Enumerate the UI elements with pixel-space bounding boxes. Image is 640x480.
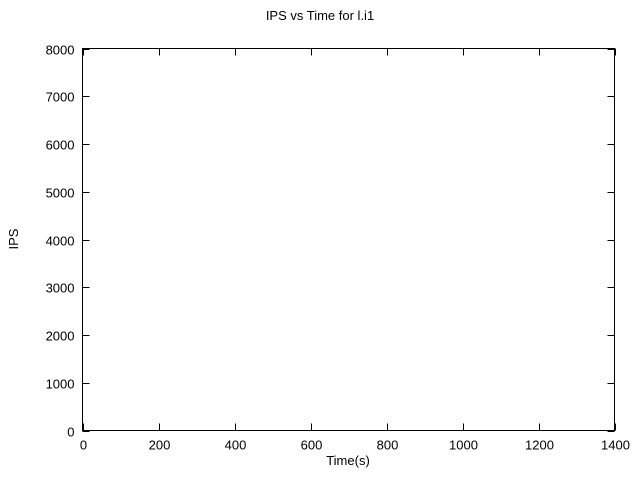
plot-frame (82, 48, 615, 431)
chart-title: IPS vs Time for l.i1 (265, 8, 375, 23)
y-tick-label: 4000 (46, 234, 75, 249)
x-axis-ticks: 0 200 400 600 800 1000 1200 1400 (80, 48, 630, 453)
x-tick-label: 0 (80, 438, 87, 453)
y-tick-label: 5000 (46, 186, 75, 201)
y-tick-label: 7000 (46, 90, 75, 105)
y-tick-label: 3000 (46, 281, 75, 296)
y-tick-label: 0 (67, 425, 74, 440)
y-tick-label: 2000 (46, 329, 75, 344)
x-tick-label: 1400 (601, 438, 630, 453)
y-axis-label: IPS (6, 228, 21, 249)
x-tick-label: 1200 (525, 438, 554, 453)
x-axis-label: Time(s) (326, 453, 370, 468)
y-tick-label: 8000 (46, 43, 75, 58)
x-tick-label: 200 (149, 438, 171, 453)
x-tick-label: 800 (377, 438, 399, 453)
y-axis-ticks: 0 1000 2000 3000 4000 5000 6000 7000 8000 (46, 43, 615, 440)
y-tick-label: 1000 (46, 377, 75, 392)
x-tick-label: 1000 (449, 438, 478, 453)
x-tick-label: 400 (225, 438, 247, 453)
x-tick-label: 600 (301, 438, 323, 453)
y-tick-label: 6000 (46, 138, 75, 153)
